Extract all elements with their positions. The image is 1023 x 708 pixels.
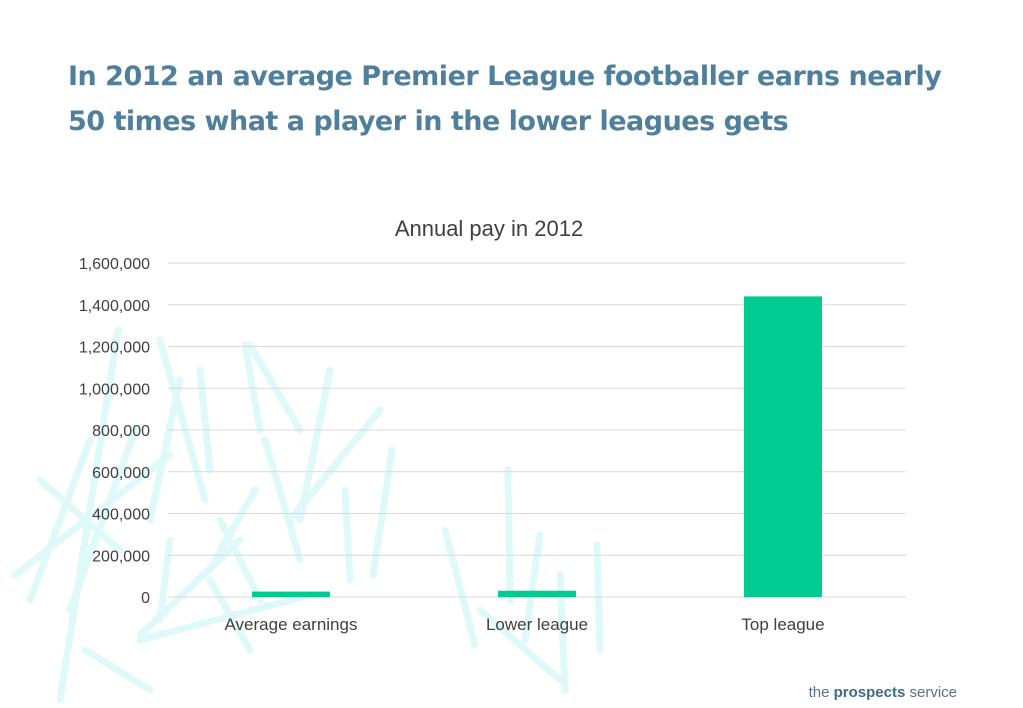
decor-stroke: [26, 436, 94, 604]
x-category-label: Top league: [741, 615, 824, 634]
decor-stroke: [211, 486, 259, 564]
brand-name: prospects: [833, 684, 906, 701]
decor-stroke: [36, 476, 124, 554]
decor-stroke: [156, 536, 174, 624]
decor-stroke: [504, 466, 514, 604]
bar: [252, 591, 330, 597]
decor-stroke: [56, 326, 122, 704]
y-tick-label: 1,600,000: [79, 256, 150, 273]
decor-stroke: [341, 486, 354, 584]
y-tick-label: 1,400,000: [79, 298, 150, 315]
y-tick-label: 400,000: [92, 507, 150, 524]
bar: [498, 590, 576, 597]
x-category-label: Average earnings: [225, 615, 358, 634]
decor-stroke: [296, 366, 334, 524]
y-tick-label: 200,000: [92, 548, 150, 565]
decor-stroke: [146, 376, 184, 524]
decor-stroke: [286, 406, 384, 524]
bar: [744, 296, 822, 597]
decor-stroke: [476, 606, 564, 684]
y-tick-label: 0: [141, 590, 150, 607]
decor-stroke: [156, 336, 209, 504]
y-axis-ticks: 0 200,000 400,000 600,000 800,000 1,000,000 1,…: [79, 256, 150, 607]
x-category-label: Lower league: [486, 615, 588, 634]
decor-stroke: [369, 446, 396, 579]
chart-title: Annual pay in 2012: [395, 216, 583, 241]
brand-suffix: service: [909, 684, 957, 701]
decor-stroke: [441, 526, 479, 649]
brand-logo: the prospects service: [809, 684, 957, 701]
decor-stroke: [246, 341, 304, 434]
decor-stroke: [261, 436, 304, 564]
decor-stroke: [241, 341, 264, 434]
decor-stroke: [206, 576, 254, 654]
y-tick-label: 1,200,000: [79, 340, 150, 357]
y-tick-label: 1,000,000: [79, 381, 150, 398]
x-axis-categories: Average earnings Lower league Top league: [225, 615, 825, 634]
decor-stroke: [81, 646, 154, 694]
brand-prefix: the: [808, 684, 830, 701]
decor-stroke: [521, 531, 544, 644]
y-tick-label: 600,000: [92, 465, 150, 482]
y-tick-label: 800,000: [92, 423, 150, 440]
page-headline: In 2012 an average Premier League footba…: [68, 61, 942, 137]
decor-stroke: [196, 366, 214, 474]
bars: [252, 296, 822, 597]
decor-stroke: [136, 591, 314, 644]
decor-stroke: [216, 516, 264, 604]
